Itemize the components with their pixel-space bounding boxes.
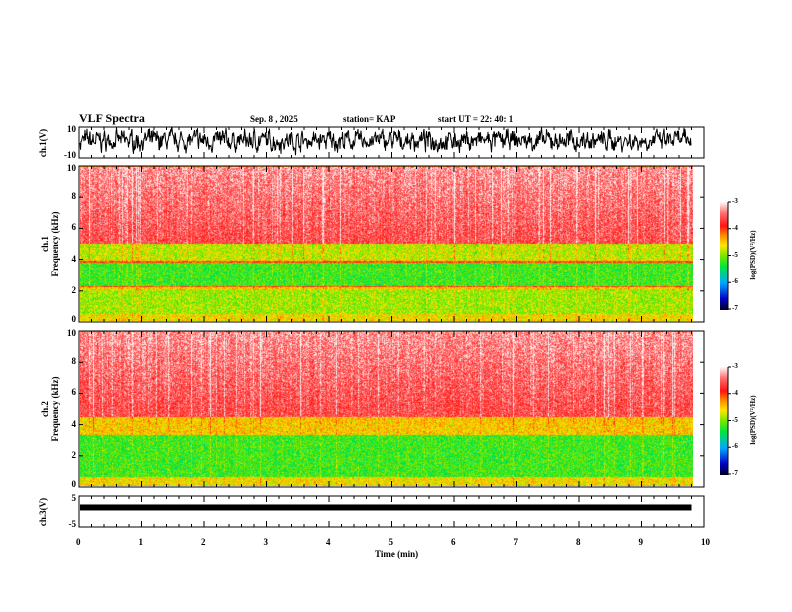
ch3-ylabel: ch.3(V) xyxy=(38,497,48,527)
y-tick-label: 10 xyxy=(67,163,76,173)
x-tick-label: 3 xyxy=(263,537,269,547)
ch1-spec-ylabel: ch.1 Frequency (kHz) xyxy=(40,194,60,294)
x-tick-label: 0 xyxy=(76,537,81,547)
y-tick-label: 6 xyxy=(71,387,77,398)
colorbar-tick-label: -5 xyxy=(732,415,738,424)
y-tick-label: 4 xyxy=(71,253,77,264)
ch1-spectrogram-image xyxy=(80,166,693,321)
colorbar-tick-label: -3 xyxy=(732,197,738,205)
ch1-ylabel: ch.1(V) xyxy=(38,128,48,158)
colorbar-tick-label: -4 xyxy=(732,388,738,397)
y-tick-label: -5 xyxy=(68,519,77,529)
y-tick-label: 2 xyxy=(71,284,77,295)
colorbar-tick-label: -4 xyxy=(732,223,738,232)
y-tick-label: 10 xyxy=(67,328,76,338)
colorbar-tick-label: -6 xyxy=(732,442,738,451)
y-tick-label: 2 xyxy=(71,449,77,460)
ch2-colorbar-label: log(PSD)(V²/Hz) xyxy=(749,395,757,445)
y-tick-label: 10 xyxy=(67,124,76,134)
date-label: Sep. 8 , 2025 xyxy=(250,114,298,124)
frequency-label: Frequency (kHz) xyxy=(50,376,60,442)
x-tick-label: 7 xyxy=(513,537,519,547)
y-tick-label: 0 xyxy=(71,479,77,489)
colorbar-tick-label: -7 xyxy=(732,469,738,477)
figure-title: VLF Spectra xyxy=(79,111,145,125)
x-tick-label: 2 xyxy=(201,537,206,547)
y-tick-label: 5 xyxy=(71,493,77,503)
panel-frame xyxy=(78,330,705,488)
ch1-colorbar xyxy=(720,202,728,310)
x-tick-label: 4 xyxy=(326,537,331,547)
ch1-waveform-line xyxy=(79,127,692,156)
ch2-label: ch.2 xyxy=(40,401,50,417)
colorbar-tick-label: -6 xyxy=(732,277,738,286)
panel-frame xyxy=(78,165,705,323)
ch2-colorbar xyxy=(720,367,728,475)
colorbar-tick-label: -3 xyxy=(732,362,738,370)
y-tick-label: 8 xyxy=(71,356,77,367)
y-tick-label: 0 xyxy=(71,314,77,324)
y-tick-label: 6 xyxy=(71,222,77,233)
ch1-label: ch.1 xyxy=(40,236,50,252)
colorbar-tick-label: -7 xyxy=(732,304,738,312)
ch1-colorbar-label: log(PSD)(V²/Hz) xyxy=(749,230,757,280)
x-tick-label: 1 xyxy=(138,537,144,547)
x-tick-label: 10 xyxy=(701,537,710,547)
colorbar-tick-label: -5 xyxy=(732,250,738,259)
xaxis-label: Time (min) xyxy=(375,549,419,559)
start-time-label: start UT = 22: 40: 1 xyxy=(438,114,514,124)
ch3-waveform-band xyxy=(80,504,692,511)
ch2-spectrogram-image xyxy=(80,331,693,486)
y-tick-label: 8 xyxy=(71,191,77,202)
x-tick-label: 6 xyxy=(451,537,456,547)
y-tick-label: 4 xyxy=(71,418,77,429)
frequency-label: Frequency (kHz) xyxy=(50,211,60,277)
station-label: station= KAP xyxy=(343,114,396,124)
x-tick-label: 9 xyxy=(638,537,644,547)
x-tick-label: 5 xyxy=(388,537,394,547)
ch2-spec-ylabel: ch.2 Frequency (kHz) xyxy=(40,359,60,459)
y-tick-label: -10 xyxy=(64,150,76,160)
x-tick-label: 8 xyxy=(576,537,581,547)
